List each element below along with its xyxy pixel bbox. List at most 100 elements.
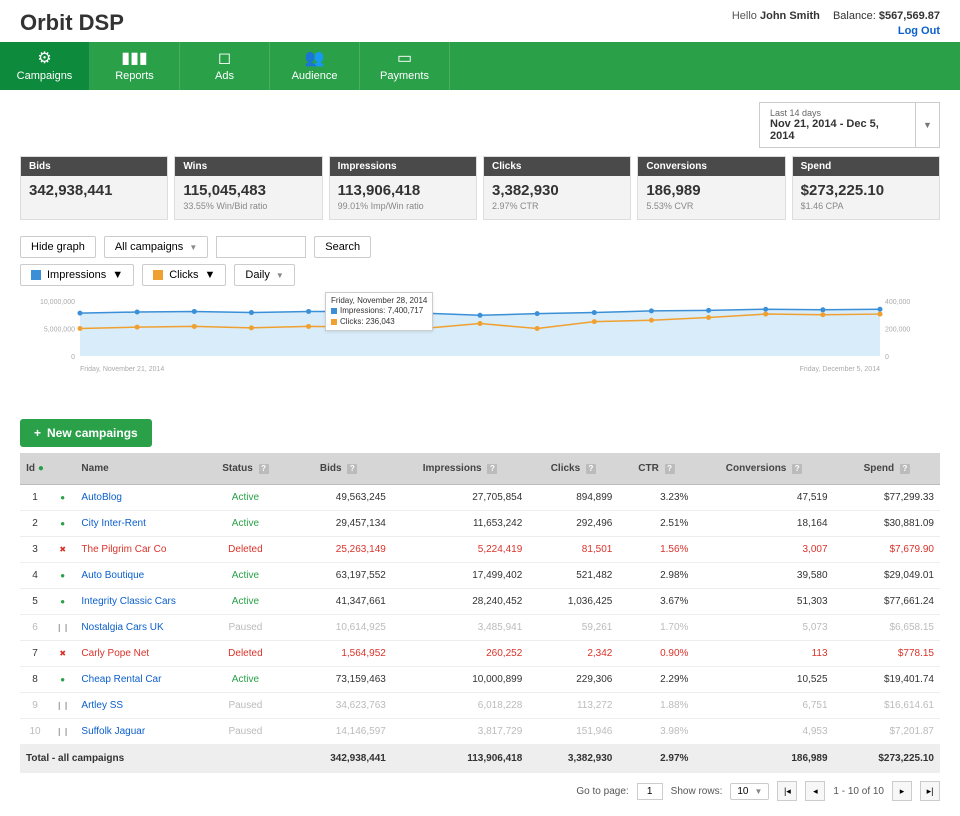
- cell-status: Active: [205, 563, 285, 589]
- nav-payments[interactable]: ▭Payments: [360, 42, 450, 90]
- nav-audience[interactable]: 👥Audience: [270, 42, 360, 90]
- date-range-picker[interactable]: Last 14 days Nov 21, 2014 - Dec 5, 2014 …: [759, 102, 940, 148]
- table-row[interactable]: 9 ❙❙ Artley SS Paused 34,623,763 6,018,2…: [20, 693, 940, 719]
- metric-value: 113,906,418: [338, 182, 468, 199]
- cell-impressions: 5,224,419: [392, 537, 528, 563]
- col-ctr[interactable]: CTR ?: [618, 453, 694, 485]
- cell-impressions: 11,653,242: [392, 511, 528, 537]
- table-row[interactable]: 4 ● Auto Boutique Active 63,197,552 17,4…: [20, 563, 940, 589]
- svg-text:200,000: 200,000: [885, 327, 910, 334]
- next-page-button[interactable]: ▸: [892, 781, 912, 801]
- cell-name[interactable]: AutoBlog: [75, 485, 205, 511]
- cell-name[interactable]: Cheap Rental Car: [75, 667, 205, 693]
- rows-per-page-value: 10: [737, 786, 748, 797]
- table-row[interactable]: 10 ❙❙ Suffolk Jaguar Paused 14,146,597 3…: [20, 719, 940, 745]
- cell-impressions: 3,817,729: [392, 719, 528, 745]
- cell-name[interactable]: Carly Pope Net: [75, 641, 205, 667]
- logout-link[interactable]: Log Out: [732, 25, 940, 37]
- cell-name[interactable]: Artley SS: [75, 693, 205, 719]
- help-icon[interactable]: ?: [259, 464, 269, 474]
- table-row[interactable]: 8 ● Cheap Rental Car Active 73,159,463 1…: [20, 667, 940, 693]
- cell-bids: 49,563,245: [285, 485, 391, 511]
- metric-clicks: Clicks 3,382,930 2.97% CTR: [483, 156, 631, 220]
- status-icon: ●: [50, 511, 75, 537]
- chevron-down-icon: ▼: [112, 269, 123, 281]
- last-page-button[interactable]: ▸|: [920, 781, 940, 801]
- footer-clicks: 3,382,930: [528, 745, 618, 773]
- cell-name[interactable]: Nostalgia Cars UK: [75, 615, 205, 641]
- first-page-button[interactable]: |◂: [777, 781, 797, 801]
- interval-dropdown[interactable]: Daily ▼: [234, 264, 294, 286]
- help-icon[interactable]: ?: [347, 464, 357, 474]
- cell-spend: $7,679.90: [834, 537, 940, 563]
- table-row[interactable]: 7 ✖ Carly Pope Net Deleted 1,564,952 260…: [20, 641, 940, 667]
- metric-sub: 33.55% Win/Bid ratio: [183, 201, 313, 211]
- page-input[interactable]: [637, 783, 663, 800]
- cell-status: Deleted: [205, 537, 285, 563]
- search-button[interactable]: Search: [314, 236, 371, 258]
- cell-bids: 34,623,763: [285, 693, 391, 719]
- main-nav: ⚙Campaigns▮▮▮Reports◻Ads👥Audience▭Paymen…: [0, 42, 960, 90]
- help-icon[interactable]: ?: [792, 464, 802, 474]
- nav-label: Ads: [215, 70, 234, 82]
- clicks-dot-icon: [331, 319, 337, 325]
- col-conversions[interactable]: Conversions ?: [694, 453, 833, 485]
- col-impressions[interactable]: Impressions ?: [392, 453, 528, 485]
- impressions-dot-icon: [331, 308, 337, 314]
- cell-ctr: 1.70%: [618, 615, 694, 641]
- cell-bids: 14,146,597: [285, 719, 391, 745]
- cell-conversions: 3,007: [694, 537, 833, 563]
- rows-per-page-dropdown[interactable]: 10 ▼: [730, 783, 769, 800]
- metric-bids: Bids 342,938,441: [20, 156, 168, 220]
- status-icon: ●: [50, 563, 75, 589]
- nav-ads[interactable]: ◻Ads: [180, 42, 270, 90]
- new-campaign-label: New campaings: [47, 426, 138, 440]
- metric-wins: Wins 115,045,483 33.55% Win/Bid ratio: [174, 156, 322, 220]
- metric-sub: [29, 201, 159, 211]
- col-name[interactable]: Name: [75, 453, 205, 485]
- cell-bids: 41,347,661: [285, 589, 391, 615]
- cell-id: 7: [20, 641, 50, 667]
- series1-label: Impressions: [47, 269, 106, 281]
- series2-dropdown[interactable]: Clicks ▼: [142, 264, 226, 286]
- search-input[interactable]: [216, 236, 306, 258]
- cell-status: Paused: [205, 693, 285, 719]
- brand-title: Orbit DSP: [20, 10, 124, 36]
- col-id[interactable]: Id ●: [20, 453, 50, 485]
- cell-clicks: 1,036,425: [528, 589, 618, 615]
- help-icon[interactable]: ?: [665, 464, 675, 474]
- help-icon[interactable]: ?: [586, 464, 596, 474]
- nav-campaigns[interactable]: ⚙Campaigns: [0, 42, 90, 90]
- series1-dropdown[interactable]: Impressions ▼: [20, 264, 134, 286]
- hide-graph-button[interactable]: Hide graph: [20, 236, 96, 258]
- balance-label: Balance:: [833, 10, 876, 22]
- col-clicks[interactable]: Clicks ?: [528, 453, 618, 485]
- prev-page-button[interactable]: ◂: [805, 781, 825, 801]
- cell-name[interactable]: Auto Boutique: [75, 563, 205, 589]
- col-status[interactable]: Status ?: [205, 453, 285, 485]
- cell-clicks: 894,899: [528, 485, 618, 511]
- cell-ctr: 1.88%: [618, 693, 694, 719]
- footer-impressions: 113,906,418: [392, 745, 528, 773]
- col-status-dot[interactable]: [50, 453, 75, 485]
- table-row[interactable]: 2 ● City Inter-Rent Active 29,457,134 11…: [20, 511, 940, 537]
- cell-name[interactable]: Suffolk Jaguar: [75, 719, 205, 745]
- table-row[interactable]: 6 ❙❙ Nostalgia Cars UK Paused 10,614,925…: [20, 615, 940, 641]
- table-row[interactable]: 3 ✖ The Pilgrim Car Co Deleted 25,263,14…: [20, 537, 940, 563]
- nav-reports[interactable]: ▮▮▮Reports: [90, 42, 180, 90]
- help-icon[interactable]: ?: [487, 464, 497, 474]
- col-bids[interactable]: Bids ?: [285, 453, 391, 485]
- campaign-filter-dropdown[interactable]: All campaigns ▼: [104, 236, 208, 258]
- table-row[interactable]: 5 ● Integrity Classic Cars Active 41,347…: [20, 589, 940, 615]
- col-spend[interactable]: Spend ?: [834, 453, 940, 485]
- cell-conversions: 18,164: [694, 511, 833, 537]
- cell-spend: $29,049.01: [834, 563, 940, 589]
- cell-name[interactable]: The Pilgrim Car Co: [75, 537, 205, 563]
- new-campaign-button[interactable]: +New campaings: [20, 419, 152, 447]
- table-row[interactable]: 1 ● AutoBlog Active 49,563,245 27,705,85…: [20, 485, 940, 511]
- help-icon[interactable]: ?: [900, 464, 910, 474]
- metric-title: Wins: [175, 157, 321, 176]
- cell-ctr: 1.56%: [618, 537, 694, 563]
- cell-name[interactable]: Integrity Classic Cars: [75, 589, 205, 615]
- cell-name[interactable]: City Inter-Rent: [75, 511, 205, 537]
